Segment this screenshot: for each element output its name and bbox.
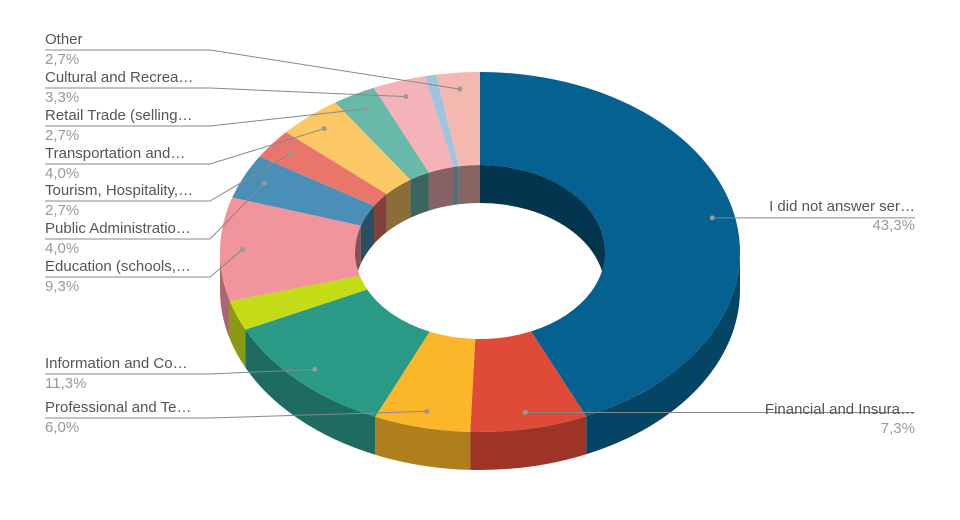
leader-dot — [287, 151, 293, 157]
slice — [373, 76, 454, 173]
label-name: Tourism, Hospitality,… — [45, 182, 193, 199]
slice — [232, 156, 375, 226]
leader-dot — [403, 94, 409, 100]
leader-dot — [709, 215, 715, 221]
slice-side — [586, 252, 740, 455]
label-value: 4,0% — [45, 165, 79, 182]
slice — [436, 72, 480, 167]
leader-dot — [240, 246, 246, 252]
slice-side — [470, 416, 587, 470]
leader-dot — [261, 180, 267, 186]
slice-side — [375, 416, 471, 470]
label-value: 3,3% — [45, 89, 79, 106]
slice — [470, 331, 587, 432]
slice-side — [245, 329, 376, 455]
leader-dot — [312, 366, 318, 372]
leader-dot — [362, 106, 368, 112]
slice-inner-wall — [453, 166, 459, 205]
label-value: 43,3% — [872, 217, 915, 234]
label-name: Other — [45, 31, 83, 48]
leader-line — [45, 128, 325, 165]
label-value: 11,3% — [45, 375, 86, 392]
label-value: 4,0% — [45, 240, 79, 257]
slice — [286, 102, 411, 195]
label-name: Financial and Insura… — [765, 401, 915, 418]
label-value: 2,7% — [45, 51, 79, 68]
label-value: 2,7% — [45, 202, 79, 219]
label-name: Education (schools,… — [45, 258, 191, 275]
label-value: 7,3% — [881, 420, 915, 437]
leader-dot — [424, 408, 430, 414]
label-value: 6,0% — [45, 419, 79, 436]
leader-dot — [522, 410, 528, 416]
slice-inner-wall — [480, 165, 605, 290]
slice — [245, 289, 430, 417]
label-value: 2,7% — [45, 127, 79, 144]
label-name: I did not answer ser… — [769, 198, 915, 215]
slice-inner-wall — [374, 194, 387, 244]
label-name: Public Administratio… — [45, 220, 191, 237]
label-value: 9,3% — [45, 278, 79, 295]
slice-side — [220, 252, 230, 340]
slice — [335, 87, 429, 180]
slice-inner-wall — [428, 166, 454, 211]
label-name: Professional and Te… — [45, 399, 191, 416]
slice — [424, 74, 459, 167]
slice-inner-wall — [458, 165, 480, 205]
slice-inner-wall — [386, 179, 411, 233]
label-name: Information and Co… — [45, 355, 188, 372]
leader-dot — [457, 86, 463, 92]
slice — [375, 331, 476, 432]
slice-inner-wall — [410, 172, 429, 218]
leader-line — [45, 108, 365, 127]
label-name: Transportation and… — [45, 145, 185, 162]
leader-line — [45, 249, 243, 278]
slice-side — [229, 301, 246, 368]
labels: I did not answer ser… 43,3% Financial and … — [45, 31, 915, 437]
leader-line — [45, 87, 406, 98]
label-name: Retail Trade (selling… — [45, 107, 193, 124]
slices — [219, 72, 741, 432]
leader-dot — [321, 126, 327, 132]
walls — [220, 165, 740, 470]
leader-line — [45, 368, 315, 375]
leader-line — [45, 49, 460, 90]
slice — [229, 275, 368, 330]
leader-line — [45, 410, 427, 419]
leader-line — [45, 182, 265, 240]
slice-inner-wall — [360, 205, 375, 264]
slice — [480, 72, 741, 417]
slice — [259, 132, 387, 206]
slice — [219, 197, 361, 302]
label-name: Cultural and Recrea… — [45, 69, 193, 86]
leader-line — [45, 153, 291, 202]
